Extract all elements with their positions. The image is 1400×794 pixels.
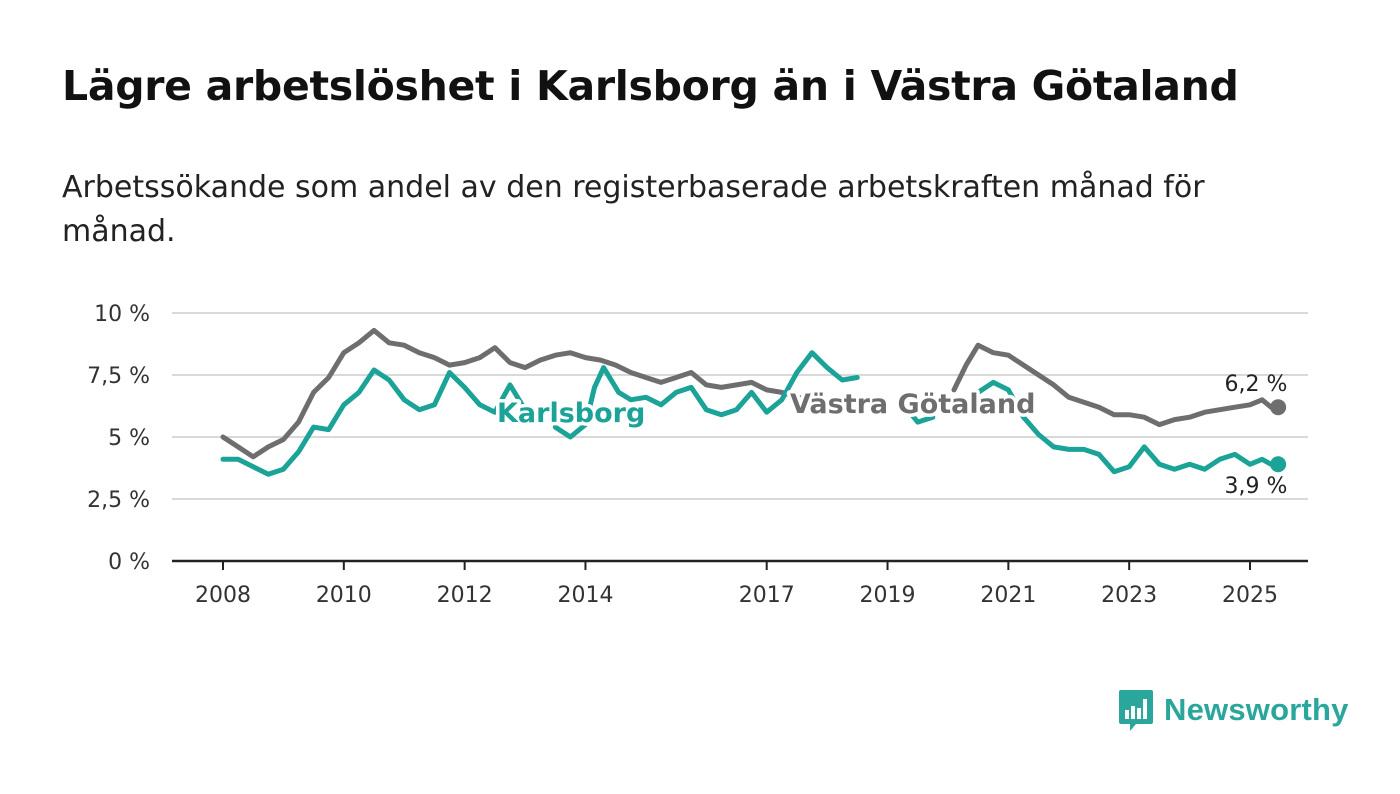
- y-axis-ticks: 0 % 2,5 % 5 % 7,5 % 10 %: [87, 302, 150, 575]
- series-line-0: [951, 342, 1274, 428]
- series-end-value: 3,9 %: [1225, 474, 1288, 499]
- y-tick-label: 0 %: [108, 550, 150, 575]
- x-axis-ticks: 2008 2010 2012 2014 2017 2019 2021 2023 2025: [195, 561, 1278, 608]
- x-tick-label: 2025: [1222, 583, 1278, 608]
- series-name-label: Västra Götaland: [790, 389, 1035, 420]
- x-tick-label: 2008: [195, 583, 251, 608]
- series-name-label: Karlsborg: [497, 398, 645, 429]
- series-line-1: [552, 350, 860, 440]
- gridlines: [172, 312, 1308, 563]
- series-end-dot: [1270, 456, 1287, 473]
- y-tick-label: 2,5 %: [87, 488, 150, 513]
- newsworthy-icon: [1119, 690, 1153, 731]
- series-line-1: [220, 367, 543, 477]
- y-tick-label: 5 %: [108, 426, 150, 451]
- x-tick-label: 2021: [980, 583, 1036, 608]
- y-tick-label: 10 %: [94, 302, 150, 327]
- chart-subtitle: Arbetssökande som andel av den registerb…: [62, 170, 1205, 249]
- series-line-1: [975, 379, 1274, 475]
- series-line-0: [220, 327, 815, 460]
- brand-name: Newsworthy: [1164, 692, 1349, 727]
- series-lines: [220, 327, 1287, 477]
- chart-title: Lägre arbetslöshet i Karlsborg än i Väst…: [62, 62, 1239, 110]
- x-tick-label: 2014: [557, 583, 613, 608]
- x-tick-label: 2012: [437, 583, 493, 608]
- x-tick-label: 2010: [316, 583, 372, 608]
- series-end-dot: [1270, 399, 1287, 416]
- x-tick-label: 2023: [1101, 583, 1157, 608]
- newsworthy-logo: Newsworthy: [1118, 688, 1349, 732]
- series-line-1: [903, 404, 936, 425]
- series-labels: Karlsborg Västra Götaland 6,2 % 3,9 %: [494, 372, 1288, 499]
- x-tick-label: 2019: [860, 583, 916, 608]
- series-end-value: 6,2 %: [1225, 372, 1288, 397]
- x-tick-label: 2017: [739, 583, 795, 608]
- y-tick-label: 7,5 %: [87, 364, 150, 389]
